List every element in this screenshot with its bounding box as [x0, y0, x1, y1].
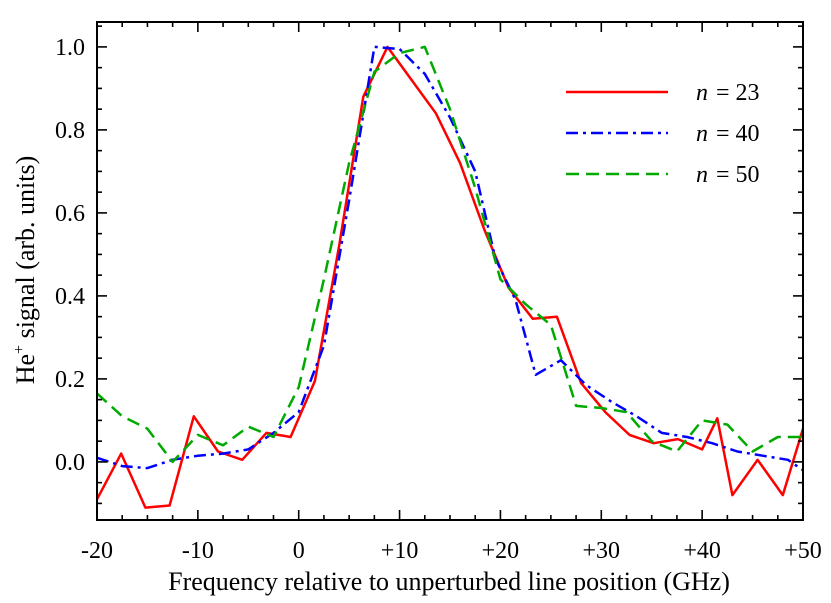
x-tick-label: -10: [182, 538, 214, 564]
legend: n = 23 n = 40 n = 50: [566, 80, 760, 188]
series-line-2: [97, 45, 803, 472]
y-axis-label-main: He: [11, 354, 40, 384]
x-tick-label: 0: [293, 538, 305, 564]
x-tick-label: +50: [784, 538, 822, 564]
y-tick-label: 0.2: [55, 367, 85, 393]
legend-label-1: n = 23: [696, 80, 760, 106]
y-axis-label-rest: signal (arb. units): [11, 156, 40, 345]
tick-labels: -20 -10 0 +10 +20 +30 +40 +50 0.0 0.2 0.4 0.6 0.8 1.0: [55, 35, 822, 564]
y-tick-label: 1.0: [55, 35, 85, 61]
x-axis-label: Frequency relative to unperturbed line p…: [168, 567, 730, 596]
x-tick-label: +10: [381, 538, 419, 564]
legend-value: = 40: [716, 121, 760, 147]
y-axis-label-sup: +: [11, 345, 28, 354]
legend-label-2: n = 40: [696, 121, 760, 147]
x-tick-label: +20: [482, 538, 520, 564]
legend-value: = 23: [716, 80, 760, 106]
plot-series-group: [97, 45, 803, 509]
axis-ticks: [96, 22, 804, 520]
series-line-1: [97, 45, 803, 509]
legend-variable: n: [696, 121, 708, 147]
y-tick-label: 0.6: [55, 201, 85, 227]
y-tick-label: 0.0: [55, 450, 85, 476]
y-tick-label: 0.8: [55, 118, 85, 144]
legend-value: = 50: [716, 162, 760, 188]
y-axis-label: He+ signal (arb. units): [11, 156, 40, 385]
legend-variable: n: [696, 162, 708, 188]
x-tick-label: +40: [683, 538, 721, 564]
x-tick-label: +30: [583, 538, 621, 564]
y-tick-label: 0.4: [55, 284, 85, 310]
legend-variable: n: [696, 80, 708, 106]
series-line-3: [97, 45, 803, 464]
legend-label-3: n = 50: [696, 162, 760, 188]
x-tick-label: -20: [81, 538, 113, 564]
